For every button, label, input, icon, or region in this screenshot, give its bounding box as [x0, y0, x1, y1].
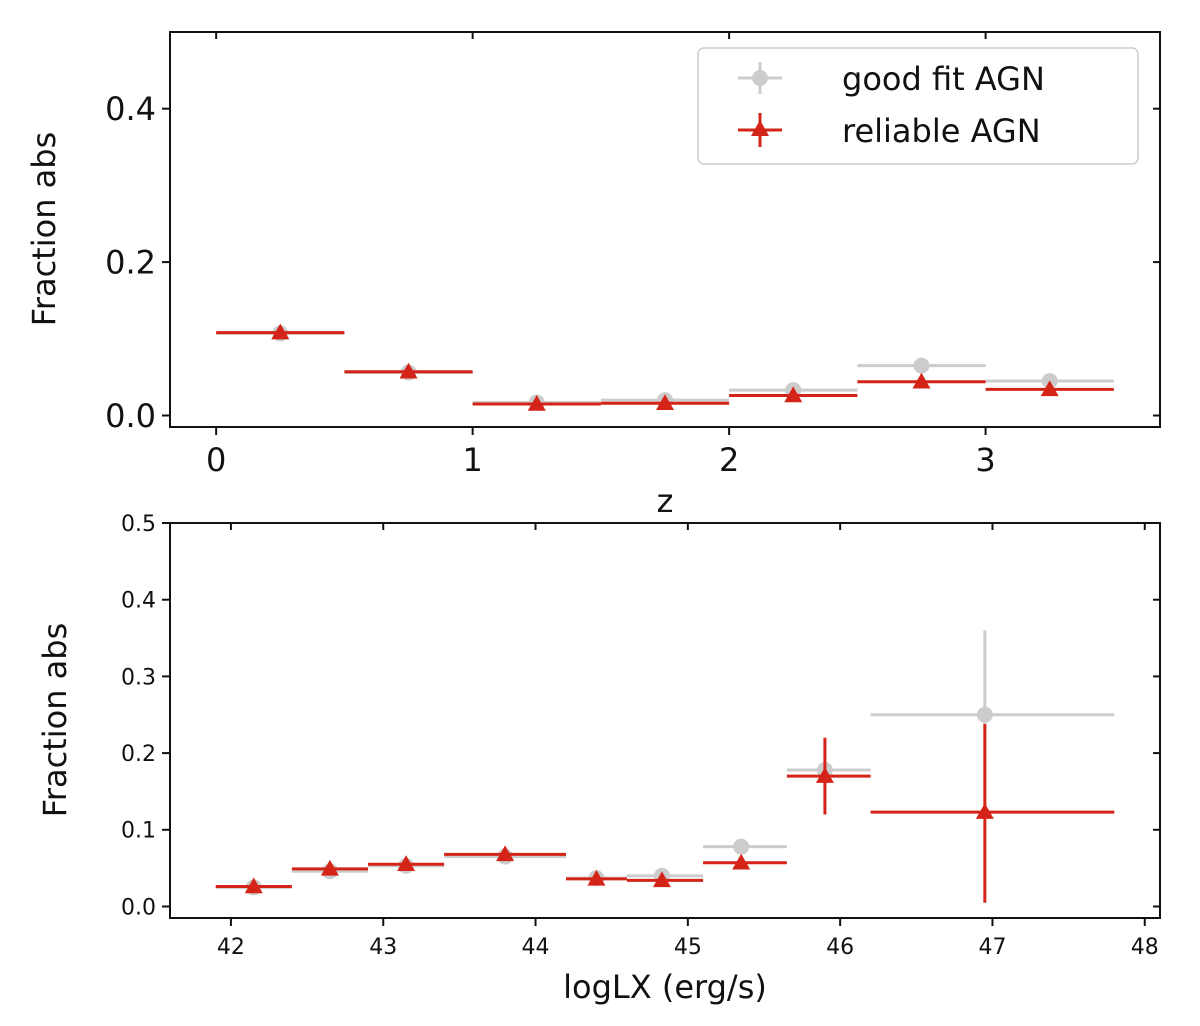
top-reliable-point [527, 394, 546, 411]
bottom-x-tick-label: 43 [369, 935, 397, 960]
bottom-y-tick-label: 0.5 [121, 512, 156, 537]
bottom-reliable-point [652, 871, 671, 888]
bottom-reliable-point [244, 877, 263, 894]
top-reliable-point [656, 394, 674, 410]
bottom-reliable-point [732, 853, 751, 870]
legend-reliable-marker [751, 120, 769, 136]
top-x-tick-label: 1 [462, 441, 482, 479]
bottom-y-tick-label: 0.2 [121, 742, 156, 767]
bottom-x-tick-label: 42 [217, 935, 245, 960]
bottom-reliable-point [587, 869, 606, 886]
top-reliable-point [1040, 380, 1059, 397]
legend-good-fit-marker [752, 70, 768, 86]
top-good-point [913, 357, 930, 374]
panel-top-redshift: 0 1 2 3 0.0 0.2 0.4 Fraction abs z good fit AG… [25, 31, 1161, 520]
bottom-good-point [733, 838, 750, 855]
bottom-reliable-point [975, 803, 994, 819]
plot-frame-top [169, 31, 1161, 428]
bottom-x-tick-label: 44 [522, 935, 550, 960]
plot-frame-bottom [169, 522, 1161, 919]
bottom-reliable-point [320, 859, 339, 876]
bottom-reliable-point [397, 855, 416, 872]
bottom-y-tick-label: 0.0 [121, 895, 156, 920]
top-y-tick-label: 0.2 [105, 244, 156, 282]
top-reliable-point [271, 323, 290, 340]
bottom-y-tick-label: 0.4 [121, 589, 156, 614]
bottom-y-tick-label: 0.1 [121, 819, 156, 844]
legend-good-fit-label: good fit AGN [842, 60, 1045, 98]
bottom-x-tick-label: 47 [978, 935, 1006, 960]
top-x-tick-label: 3 [975, 441, 995, 479]
legend: good fit AGN reliable AGN [697, 47, 1139, 165]
legend-reliable-label: reliable AGN [842, 112, 1041, 150]
bottom-reliable-point [815, 767, 834, 783]
bottom-x-tick-label: 48 [1131, 935, 1159, 960]
top-y-tick-label: 0.0 [105, 397, 156, 435]
top-x-tick-label: 0 [206, 441, 226, 479]
top-y-tick-label: 0.4 [105, 90, 156, 128]
bottom-y-tick-label: 0.3 [121, 665, 156, 690]
bottom-x-tick-label: 46 [826, 935, 854, 960]
bottom-x-tick-label: 45 [674, 935, 702, 960]
top-reliable-point [399, 362, 418, 379]
y-axis-label-bottom: Fraction abs [36, 623, 74, 818]
bottom-good-point [976, 706, 993, 723]
bottom-reliable-point [496, 845, 515, 862]
x-axis-label-top: z [657, 482, 674, 520]
y-axis-label-top: Fraction abs [25, 132, 63, 327]
top-reliable-point [784, 386, 803, 403]
panel-bottom-luminosity: 42 43 44 45 46 47 48 0.0 0.1 0.2 0.3 0.4 0.5 Fractio… [36, 512, 1161, 1006]
top-x-tick-label: 2 [719, 441, 739, 479]
x-axis-label-bottom: logLX (erg/s) [563, 968, 767, 1006]
legend-box [697, 47, 1139, 165]
top-reliable-point [912, 372, 931, 389]
